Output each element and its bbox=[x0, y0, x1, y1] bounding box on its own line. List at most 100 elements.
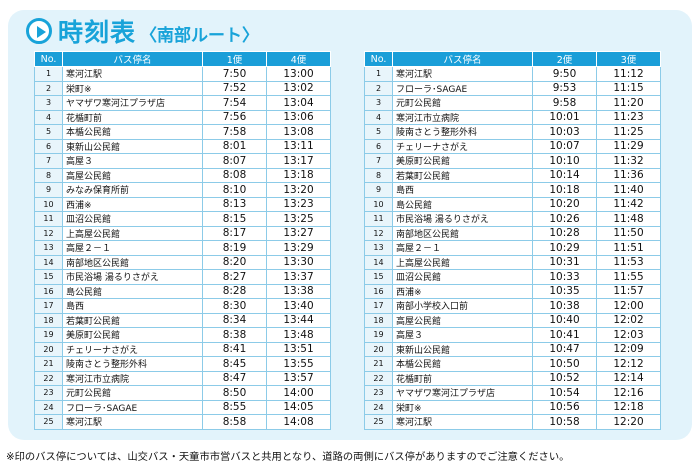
bus-stop-name: 高屋３ bbox=[62, 153, 203, 169]
departure-time: 13:18 bbox=[266, 168, 331, 183]
departure-time: 11:20 bbox=[596, 95, 661, 111]
table-row: 15 皿沼公民館 10:33 11:55 bbox=[364, 269, 661, 285]
departure-time: 13:38 bbox=[266, 284, 331, 299]
departure-time: 12:09 bbox=[596, 342, 661, 357]
row-number: 2 bbox=[364, 81, 393, 96]
row-number: 9 bbox=[364, 182, 393, 198]
departure-time: 14:08 bbox=[266, 414, 331, 430]
departure-time: 8:20 bbox=[202, 255, 267, 270]
departure-time: 13:48 bbox=[266, 327, 331, 343]
bus-stop-name: 上高屋公民館 bbox=[392, 255, 533, 270]
departure-time: 11:57 bbox=[596, 284, 661, 299]
row-number: 18 bbox=[364, 313, 393, 328]
departure-time: 13:51 bbox=[266, 342, 331, 357]
table-row: 6 チェリーナさがえ 10:07 11:29 bbox=[364, 139, 661, 154]
bus-stop-name: みなみ保育所前 bbox=[62, 182, 203, 198]
departure-time: 12:12 bbox=[596, 356, 661, 372]
row-number: 6 bbox=[364, 139, 393, 154]
bus-stop-name: 高屋２－１ bbox=[392, 240, 533, 256]
row-number: 8 bbox=[364, 168, 393, 183]
departure-time: 7:50 bbox=[202, 66, 267, 82]
bus-stop-name: 島公民館 bbox=[392, 197, 533, 212]
col-header-trip-3: 3便 bbox=[596, 51, 661, 67]
departure-time: 8:58 bbox=[202, 414, 267, 430]
bus-stop-name: 元町公民館 bbox=[62, 385, 203, 401]
departure-time: 8:34 bbox=[202, 313, 267, 328]
bus-stop-name: ヤマザワ寒河江プラザ店 bbox=[62, 95, 203, 111]
bus-stop-name: 本楯公民館 bbox=[62, 124, 203, 140]
bus-stop-name: 皿沼公民館 bbox=[392, 269, 533, 285]
departure-time: 8:08 bbox=[202, 168, 267, 183]
row-number: 23 bbox=[34, 385, 63, 401]
table-row: 22 花楯町前 10:52 12:14 bbox=[364, 371, 661, 386]
departure-time: 13:29 bbox=[266, 240, 331, 256]
departure-time: 10:31 bbox=[532, 255, 597, 270]
departure-time: 7:58 bbox=[202, 124, 267, 140]
bus-stop-name: 市民浴場 湯るりさがえ bbox=[62, 269, 203, 285]
bus-stop-name: 南部地区公民館 bbox=[392, 226, 533, 241]
row-number: 17 bbox=[364, 298, 393, 314]
departure-time: 10:28 bbox=[532, 226, 597, 241]
row-number: 11 bbox=[364, 211, 393, 227]
departure-time: 11:36 bbox=[596, 168, 661, 183]
departure-time: 13:40 bbox=[266, 298, 331, 314]
departure-time: 13:11 bbox=[266, 139, 331, 154]
departure-time: 8:07 bbox=[202, 153, 267, 169]
col-header-trip-4: 4便 bbox=[266, 51, 331, 67]
timetable-left: No. バス停名 1便 4便 1 寒河江駅 7:50 13:00 2 栄町※ 7:52 13:… bbox=[34, 51, 331, 430]
departure-time: 12:00 bbox=[596, 298, 661, 314]
departure-time: 8:17 bbox=[202, 226, 267, 241]
departure-time: 8:47 bbox=[202, 371, 267, 386]
departure-time: 13:20 bbox=[266, 182, 331, 198]
bus-stop-name: フローラ･SAGAE bbox=[392, 81, 533, 96]
row-number: 4 bbox=[34, 110, 63, 125]
departure-time: 12:18 bbox=[596, 400, 661, 415]
table-row: 22 寒河江市立病院 8:47 13:57 bbox=[34, 371, 331, 386]
departure-time: 8:01 bbox=[202, 139, 267, 154]
col-header-no: No. bbox=[34, 51, 63, 67]
departure-time: 13:23 bbox=[266, 197, 331, 212]
bus-stop-name: 美原町公民館 bbox=[392, 153, 533, 169]
departure-time: 10:38 bbox=[532, 298, 597, 314]
departure-time: 11:50 bbox=[596, 226, 661, 241]
table-row: 18 若葉町公民館 8:34 13:44 bbox=[34, 313, 331, 328]
row-number: 20 bbox=[34, 342, 63, 357]
table-row: 11 市民浴場 湯るりさがえ 10:26 11:48 bbox=[364, 211, 661, 227]
departure-time: 13:02 bbox=[266, 81, 331, 96]
row-number: 24 bbox=[34, 400, 63, 415]
row-number: 13 bbox=[34, 240, 63, 256]
bus-stop-name: 高屋２－１ bbox=[62, 240, 203, 256]
bus-stop-name: 栄町※ bbox=[392, 400, 533, 415]
departure-time: 10:20 bbox=[532, 197, 597, 212]
bus-stop-name: 島西 bbox=[392, 182, 533, 198]
bus-stop-name: 上高屋公民館 bbox=[62, 226, 203, 241]
table-row: 16 西浦※ 10:35 11:57 bbox=[364, 284, 661, 299]
table-row: 4 花楯町前 7:56 13:06 bbox=[34, 110, 331, 125]
departure-time: 8:10 bbox=[202, 182, 267, 198]
departure-time: 8:50 bbox=[202, 385, 267, 401]
bus-stop-name: チェリーナさがえ bbox=[392, 139, 533, 154]
bus-stop-name: フローラ･SAGAE bbox=[62, 400, 203, 415]
row-number: 2 bbox=[34, 81, 63, 96]
row-number: 24 bbox=[364, 400, 393, 415]
departure-time: 11:55 bbox=[596, 269, 661, 285]
col-header-stop: バス停名 bbox=[392, 51, 533, 67]
departure-time: 11:29 bbox=[596, 139, 661, 154]
table-row: 25 寒河江駅 8:58 14:08 bbox=[34, 414, 331, 430]
row-number: 18 bbox=[34, 313, 63, 328]
row-number: 17 bbox=[34, 298, 63, 314]
departure-time: 13:17 bbox=[266, 153, 331, 169]
bus-stop-name: 高屋公民館 bbox=[62, 168, 203, 183]
bus-stop-name: 花楯町前 bbox=[392, 371, 533, 386]
departure-time: 12:02 bbox=[596, 313, 661, 328]
departure-time: 12:03 bbox=[596, 327, 661, 343]
departure-time: 11:25 bbox=[596, 124, 661, 140]
row-number: 3 bbox=[364, 95, 393, 111]
departure-time: 13:57 bbox=[266, 371, 331, 386]
table-row: 17 島西 8:30 13:40 bbox=[34, 298, 331, 314]
table-row: 7 高屋３ 8:07 13:17 bbox=[34, 153, 331, 169]
row-number: 4 bbox=[364, 110, 393, 125]
departure-time: 8:27 bbox=[202, 269, 267, 285]
row-number: 25 bbox=[34, 414, 63, 430]
departure-time: 11:53 bbox=[596, 255, 661, 270]
